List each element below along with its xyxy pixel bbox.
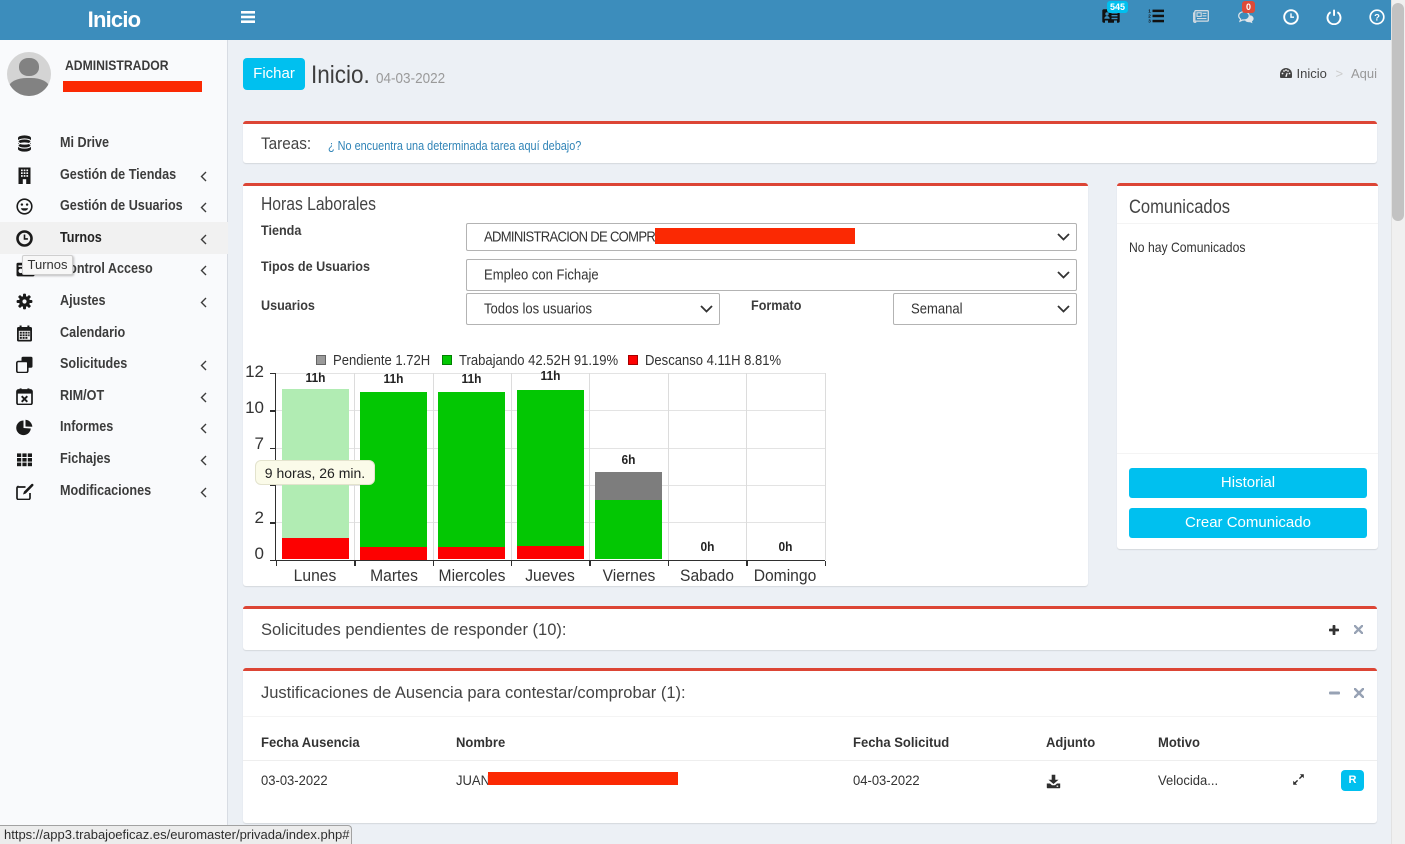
svg-text:1: 1 <box>1148 9 1151 13</box>
svg-text:3: 3 <box>1148 19 1151 23</box>
svg-text:2: 2 <box>1148 14 1151 19</box>
svg-text:?: ? <box>1374 12 1380 23</box>
